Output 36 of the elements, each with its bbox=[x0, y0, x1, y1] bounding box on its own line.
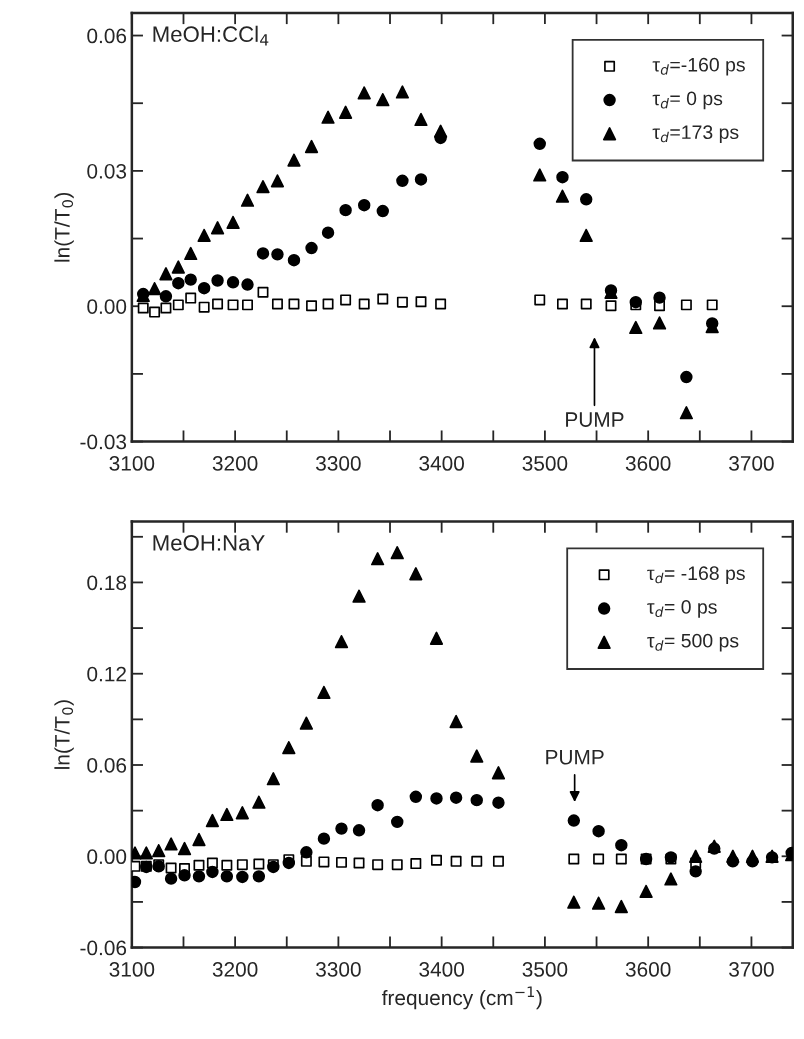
x-tick-label: 3600 bbox=[625, 456, 671, 471]
legend-label: τ$_{d}$=173 ps bbox=[652, 125, 739, 143]
legend-label: τ$_{d}$= -168 ps bbox=[647, 566, 745, 584]
x-tick-label: 3700 bbox=[729, 962, 774, 977]
annotation: MeOH:CCl$_{4}$ bbox=[153, 25, 269, 46]
y-tick-label: 0.06 bbox=[87, 758, 127, 773]
y-tick-label: 0.12 bbox=[87, 666, 126, 682]
x-tick-label: 3300 bbox=[316, 962, 361, 977]
x-tick-label: 3700 bbox=[729, 456, 774, 471]
x-tick-label: 3200 bbox=[212, 456, 258, 471]
annotation: PUMP bbox=[546, 750, 604, 765]
y-axis-title: ln(T/T$_{0}$) bbox=[54, 192, 74, 262]
y-tick-label: 0.06 bbox=[87, 28, 127, 44]
legend-label: τ$_{d}$= 0 ps bbox=[647, 600, 717, 618]
x-axis-title: frequency (cm$^{−1}$) bbox=[381, 986, 542, 1010]
y-tick-label: 0.00 bbox=[87, 849, 127, 865]
y-tick-label: -0.03 bbox=[80, 434, 127, 450]
x-tick-label: 3500 bbox=[522, 962, 568, 977]
annotation: MeOH:NaY bbox=[153, 534, 265, 551]
x-tick-label: 3100 bbox=[109, 962, 155, 977]
annotation: PUMP bbox=[566, 412, 624, 427]
y-axis-title: ln(T/T$_{0}$) bbox=[54, 700, 74, 769]
y-tick-label: 0.00 bbox=[87, 299, 127, 314]
y-tick-label: 0.03 bbox=[87, 163, 127, 179]
x-tick-label: 3300 bbox=[316, 456, 361, 471]
legend-label: τ$_{d}$= 0 ps bbox=[652, 91, 723, 110]
x-tick-label: 3500 bbox=[522, 456, 568, 471]
legend-label: τ$_{d}$= 500 ps bbox=[647, 633, 739, 652]
x-tick-label: 3400 bbox=[419, 456, 465, 471]
y-tick-label: -0.06 bbox=[80, 940, 127, 956]
x-tick-label: 3400 bbox=[419, 962, 465, 977]
x-tick-label: 3100 bbox=[109, 456, 155, 471]
x-tick-label: 3200 bbox=[212, 962, 258, 977]
legend-label: τ$_{d}$=-160 ps bbox=[652, 57, 745, 76]
x-tick-label: 3600 bbox=[625, 962, 671, 977]
y-tick-label: 0.18 bbox=[87, 575, 127, 591]
